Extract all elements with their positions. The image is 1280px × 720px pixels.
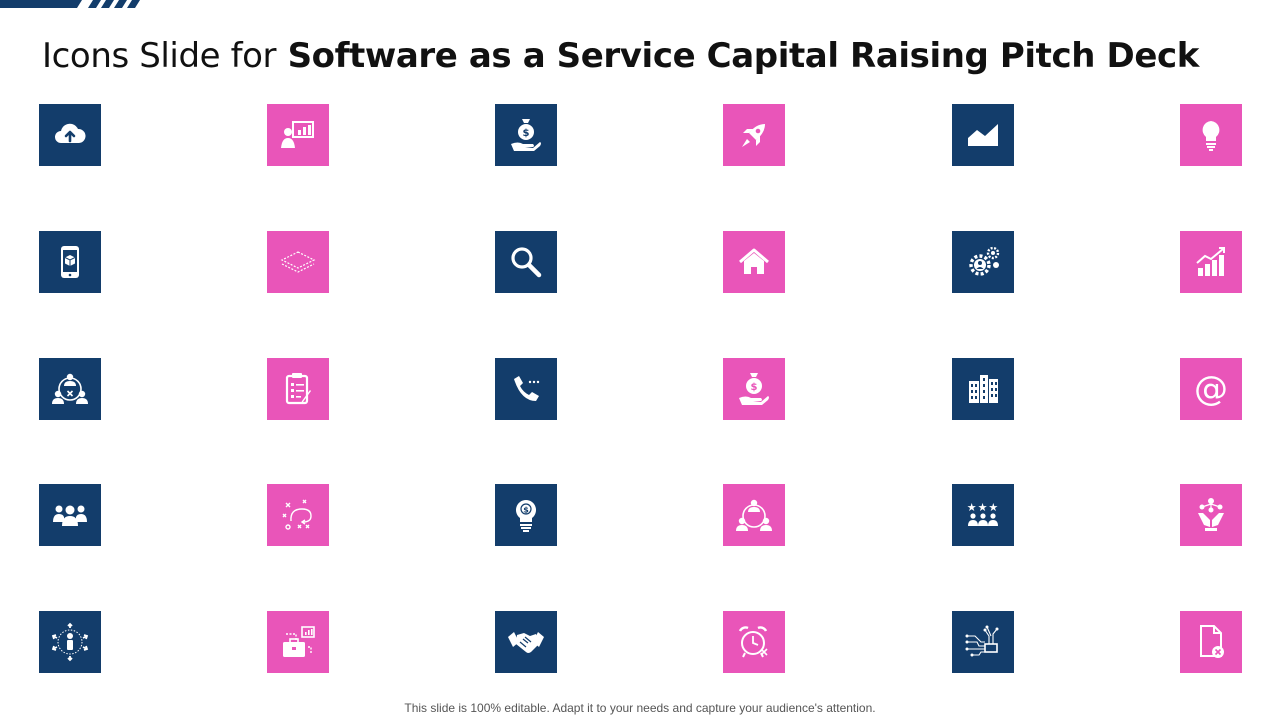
- alarm-clock-icon: [738, 626, 768, 658]
- icon-tile-layers: [267, 231, 329, 293]
- cloud-upload-icon: [55, 123, 86, 143]
- area-chart-icon: [968, 124, 998, 146]
- lightbulb-icon: [1202, 121, 1220, 151]
- briefcase-chart-icon: [283, 626, 315, 657]
- icon-tile-user-gears: [952, 231, 1014, 293]
- icon-tile-money-bag-hand-2: $: [723, 358, 785, 420]
- search-icon: [511, 247, 542, 278]
- svg-text:@: @: [1194, 369, 1228, 409]
- rocket-icon: [742, 124, 765, 147]
- icon-tile-phone-call: [495, 358, 557, 420]
- icon-tile-growth-bar-chart: [1180, 231, 1242, 293]
- svg-text:★★★: ★★★: [967, 501, 1000, 514]
- icon-tile-presentation: [267, 104, 329, 166]
- icon-tile-clipboard-checklist: [267, 358, 329, 420]
- person-arrows-icon: [51, 622, 89, 662]
- icon-tile-lightbulb: [1180, 104, 1242, 166]
- icon-tile-home: [723, 231, 785, 293]
- clipboard-checklist-icon: [285, 373, 311, 405]
- icon-tile-money-bag-hand: $: [495, 104, 557, 166]
- corner-stripes-decoration: [0, 0, 140, 8]
- icon-tile-dollar-bulb: $: [495, 484, 557, 546]
- phone-call-icon: [514, 376, 540, 401]
- footer-note: This slide is 100% editable. Adapt it to…: [404, 701, 876, 715]
- strategy-plan-icon: [282, 499, 312, 530]
- icon-tile-strategy-plan: [267, 484, 329, 546]
- growth-bar-chart-icon: [1196, 247, 1225, 276]
- user-gears-icon: [969, 246, 1000, 276]
- icon-tile-file-remove: [1180, 611, 1242, 673]
- at-sign-icon: @: [1194, 369, 1228, 409]
- svg-text:$: $: [751, 382, 758, 393]
- icon-tile-rocket: [723, 104, 785, 166]
- money-bag-hand-icon: $: [511, 119, 541, 151]
- icon-tile-briefcase-chart: [267, 611, 329, 673]
- hand-network-icon: [1198, 498, 1224, 531]
- icon-tile-alarm-clock: [723, 611, 785, 673]
- title-prefix: Icons Slide for: [42, 36, 277, 76]
- svg-text:$: $: [523, 128, 530, 139]
- icon-tile-mobile-package: [39, 231, 101, 293]
- icon-tile-handshake: [495, 611, 557, 673]
- icon-tile-team: [39, 484, 101, 546]
- icon-tile-circuit-chip: [952, 611, 1014, 673]
- icon-tile-at-sign: @: [1180, 358, 1242, 420]
- mobile-package-icon: [61, 246, 79, 278]
- icon-tile-network-people: [723, 484, 785, 546]
- home-icon: [739, 248, 769, 274]
- icon-tile-area-chart: [952, 104, 1014, 166]
- circuit-chip-icon: [965, 625, 999, 657]
- icon-tile-buildings: [952, 358, 1014, 420]
- icon-tile-person-arrows: [39, 611, 101, 673]
- buildings-icon: [969, 375, 998, 403]
- slide-title: Icons Slide for Software as a Service Ca…: [42, 36, 1242, 76]
- icon-tile-team-conflict: [39, 358, 101, 420]
- title-main: Software as a Service Capital Raising Pi…: [287, 36, 1200, 76]
- layers-icon: [280, 251, 316, 273]
- team-icon: [53, 505, 87, 526]
- svg-text:$: $: [523, 506, 529, 515]
- presentation-icon: [281, 121, 314, 148]
- money-bag-hand-icon: $: [739, 373, 769, 405]
- team-conflict-icon: [52, 373, 88, 404]
- handshake-icon: [508, 632, 544, 653]
- star-team-icon: ★★★: [967, 501, 1000, 526]
- icon-tile-cloud-upload: [39, 104, 101, 166]
- network-people-icon: [736, 499, 772, 531]
- icon-tile-search: [495, 231, 557, 293]
- icon-tile-star-team: ★★★: [952, 484, 1014, 546]
- file-remove-icon: [1200, 625, 1224, 658]
- icon-tile-hand-network: [1180, 484, 1242, 546]
- dollar-bulb-icon: $: [516, 500, 536, 532]
